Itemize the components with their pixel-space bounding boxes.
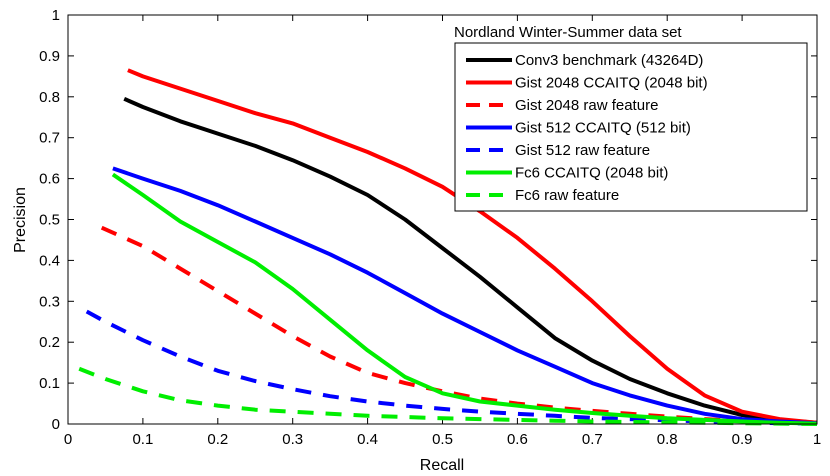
legend-label: Gist 512 CCAITQ (512 bit) (515, 120, 691, 137)
legend-label: Gist 2048 CCAITQ (2048 bit) (515, 75, 708, 92)
y-tick-label: 0.1 (39, 375, 60, 392)
x-tick-label: 0.6 (507, 431, 528, 448)
legend-label: Gist 512 raw feature (515, 142, 650, 159)
x-tick-label: 0.2 (207, 431, 228, 448)
x-tick-label: 0.5 (432, 431, 453, 448)
x-axis-label: Recall (420, 457, 464, 474)
y-tick-label: 0.6 (39, 171, 60, 188)
series-line-7 (78, 366, 818, 426)
x-tick-label: 0 (64, 431, 72, 448)
y-tick-label: 0.3 (39, 293, 60, 310)
series-line-3 (100, 225, 818, 426)
y-tick-label: 0.4 (39, 252, 60, 269)
legend-label: Conv3 benchmark (43264D) (515, 52, 703, 69)
x-tick-label: 1 (813, 431, 821, 448)
y-tick-label: 0.2 (39, 334, 60, 351)
y-tick-label: 0.7 (39, 130, 60, 147)
series-line-6 (111, 172, 818, 426)
y-tick-label: 0.8 (39, 89, 60, 106)
x-tick-label: 0.1 (132, 431, 153, 448)
legend-box (454, 42, 808, 212)
plot-frame (67, 14, 818, 425)
x-tick-label: 0.7 (582, 431, 603, 448)
y-tick-label: 0.5 (39, 212, 60, 229)
x-tick-label: 0.4 (357, 431, 378, 448)
legend-label: Fc6 raw feature (515, 187, 619, 204)
x-tick-label: 0.8 (657, 431, 678, 448)
y-tick-label: 0 (52, 416, 60, 433)
legend: Nordland Winter-Summer data set Conv3 be… (454, 24, 808, 212)
legend-label: Fc6 CCAITQ (2048 bit) (515, 165, 668, 182)
y-tick-label: 0.9 (39, 48, 60, 65)
series-line-4 (112, 166, 818, 426)
legend-title: Nordland Winter-Summer data set (454, 24, 682, 41)
series-line-1 (123, 96, 818, 425)
x-tick-label: 0.3 (282, 431, 303, 448)
y-axis-label: Precision (12, 187, 29, 253)
y-tick-label: 1 (52, 7, 60, 24)
legend-label: Gist 2048 raw feature (515, 97, 658, 114)
x-tick-label: 0.9 (732, 431, 753, 448)
tick-labels: 0 0.1 0.2 0.3 0.4 0.5 0.6 0.7 0.8 0.9 1 0 0.1 0.2 0.3 0… (39, 7, 821, 448)
series-lines (78, 68, 818, 426)
